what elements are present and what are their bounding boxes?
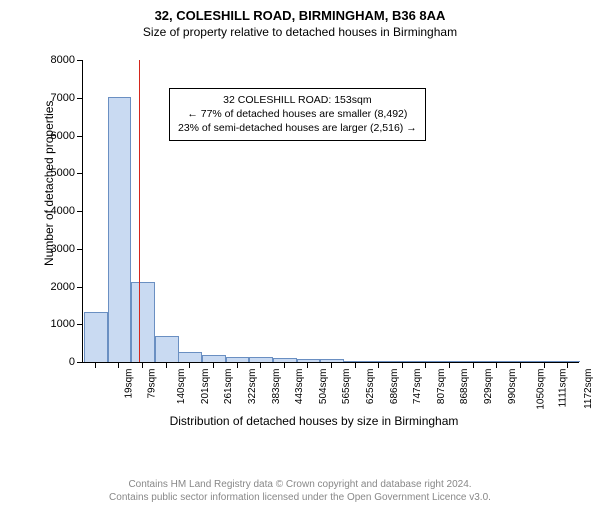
y-tick-label: 2000 <box>51 281 75 293</box>
chart-container: Number of detached properties 32 COLESHI… <box>44 56 584 426</box>
y-tick-label: 3000 <box>51 243 75 255</box>
x-tick-label: 686sqm <box>389 369 400 405</box>
x-tick <box>331 362 332 368</box>
bar <box>533 361 557 363</box>
bar <box>415 361 439 363</box>
x-tick <box>284 362 285 368</box>
bar <box>509 361 533 363</box>
footer-line-2: Contains public sector information licen… <box>0 492 600 505</box>
y-tick-label: 6000 <box>51 130 75 142</box>
x-tick <box>378 362 379 368</box>
x-tick <box>95 362 96 368</box>
x-tick <box>189 362 190 368</box>
y-tick-label: 8000 <box>51 54 75 66</box>
x-tick-label: 201sqm <box>200 369 211 405</box>
annotation-line-1: 32 COLESHILL ROAD: 153sqm <box>178 93 417 107</box>
x-tick-label: 625sqm <box>365 369 376 405</box>
x-tick-label: 1050sqm <box>536 369 547 410</box>
y-tick <box>77 362 83 363</box>
x-tick <box>237 362 238 368</box>
y-tick <box>77 98 83 99</box>
x-tick <box>355 362 356 368</box>
x-tick <box>260 362 261 368</box>
x-tick-label: 504sqm <box>318 369 329 405</box>
title-main: 32, COLESHILL ROAD, BIRMINGHAM, B36 8AA <box>0 8 600 23</box>
x-tick <box>142 362 143 368</box>
annotation-line-2: ← 77% of detached houses are smaller (8,… <box>178 107 417 121</box>
x-tick <box>213 362 214 368</box>
bar <box>178 352 202 362</box>
y-tick-label: 7000 <box>51 92 75 104</box>
y-tick-label: 4000 <box>51 205 75 217</box>
x-tick <box>402 362 403 368</box>
x-tick <box>567 362 568 368</box>
x-tick <box>118 362 119 368</box>
x-tick <box>473 362 474 368</box>
y-axis-label: Number of detached properties <box>42 101 56 266</box>
y-tick <box>77 60 83 61</box>
bar <box>108 97 132 362</box>
x-tick <box>425 362 426 368</box>
x-tick-label: 990sqm <box>507 369 518 405</box>
x-axis-label: Distribution of detached houses by size … <box>44 414 584 428</box>
x-tick-label: 1111sqm <box>557 369 568 408</box>
x-tick <box>496 362 497 368</box>
x-tick-label: 322sqm <box>247 369 258 405</box>
y-tick-label: 1000 <box>51 318 75 330</box>
x-tick-label: 443sqm <box>294 369 305 405</box>
x-tick-label: 79sqm <box>147 369 158 399</box>
plot-area: 32 COLESHILL ROAD: 153sqm ← 77% of detac… <box>82 60 579 363</box>
x-tick <box>166 362 167 368</box>
bar <box>297 359 321 362</box>
y-tick <box>77 287 83 288</box>
x-tick-label: 19sqm <box>123 369 134 399</box>
x-tick <box>449 362 450 368</box>
y-tick <box>77 173 83 174</box>
x-tick-label: 565sqm <box>341 369 352 405</box>
bar <box>226 357 250 362</box>
y-tick <box>77 249 83 250</box>
footer-attribution: Contains HM Land Registry data © Crown c… <box>0 479 600 504</box>
bar <box>84 312 108 362</box>
x-tick-label: 807sqm <box>436 369 447 405</box>
x-tick <box>307 362 308 368</box>
title-sub: Size of property relative to detached ho… <box>0 25 600 39</box>
bar <box>344 361 368 363</box>
bar <box>131 282 155 362</box>
property-marker-line <box>139 60 140 362</box>
x-tick-label: 383sqm <box>271 369 282 405</box>
bar <box>155 336 179 362</box>
x-tick <box>544 362 545 368</box>
y-tick <box>77 136 83 137</box>
y-tick <box>77 211 83 212</box>
x-tick-label: 1172sqm <box>582 369 593 409</box>
bar <box>462 361 486 363</box>
x-tick-label: 868sqm <box>460 369 471 405</box>
x-tick-label: 140sqm <box>176 369 187 405</box>
y-tick <box>77 324 83 325</box>
bar <box>202 355 226 362</box>
y-tick-label: 0 <box>69 356 75 368</box>
bar <box>273 358 297 362</box>
bar <box>391 361 415 363</box>
x-tick <box>520 362 521 368</box>
annotation-line-3: 23% of semi-detached houses are larger (… <box>178 121 417 135</box>
annotation-box: 32 COLESHILL ROAD: 153sqm ← 77% of detac… <box>169 88 426 141</box>
y-tick-label: 5000 <box>51 167 75 179</box>
footer-line-1: Contains HM Land Registry data © Crown c… <box>0 479 600 492</box>
x-tick-label: 929sqm <box>483 369 494 405</box>
x-tick-label: 747sqm <box>412 369 423 405</box>
x-tick-label: 261sqm <box>223 369 234 405</box>
